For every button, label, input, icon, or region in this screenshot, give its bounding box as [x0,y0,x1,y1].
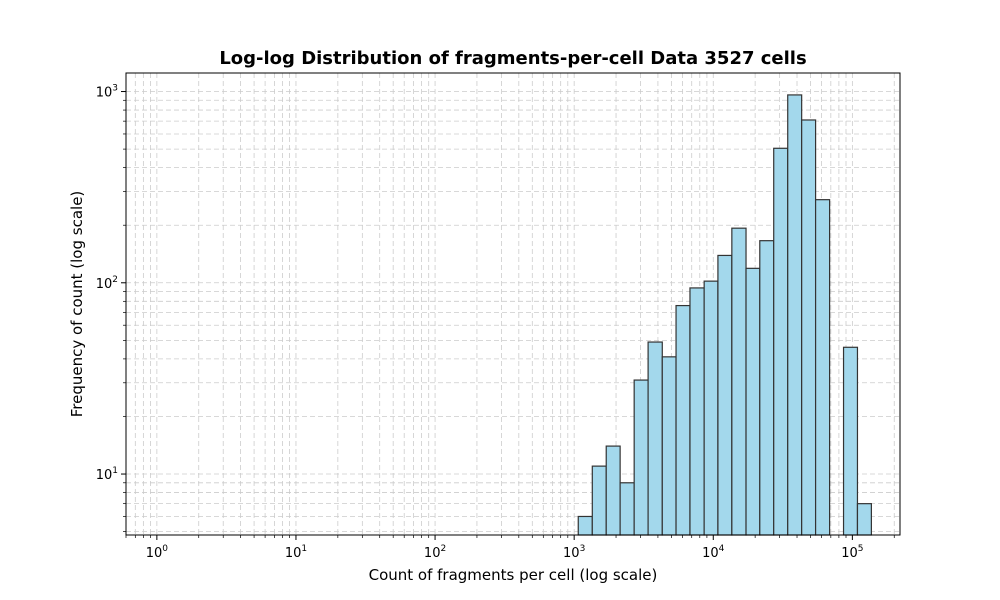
y-axis-label: Frequency of count (log scale) [68,191,86,418]
histogram-bar [814,199,831,536]
x-tick-label: 103 [563,544,585,561]
histogram-bars [577,94,872,536]
histogram-bar [717,254,733,536]
histogram-bar [773,147,789,536]
x-tick-label: 100 [146,544,169,561]
histogram-bar [577,515,593,536]
histogram-bar [731,227,747,536]
histogram-bar [689,287,705,536]
histogram-bar [661,356,677,536]
x-tick-label: 102 [424,544,446,561]
histogram-bar [647,341,663,536]
x-tick-label: 105 [841,544,863,561]
plot-area-frame [125,72,901,536]
x-tick-label: 104 [702,544,725,561]
x-tick-label: 101 [285,544,307,561]
histogram-bar [633,379,649,536]
histogram-bar [591,465,607,536]
histogram-bar [619,482,635,536]
histogram-bar [675,304,691,536]
histogram-bar [801,119,817,536]
histogram-bar [856,503,872,536]
histogram-bar [703,280,719,536]
axis-ticks: 100 101 102 103 104 105 101 102 103 [96,84,895,561]
histogram-bar [787,94,803,536]
y-tick-label: 103 [96,84,118,101]
histogram-bar [759,240,775,536]
y-tick-label: 102 [96,275,118,292]
histogram-bar [842,346,859,536]
y-tick-label: 101 [96,466,118,483]
histogram-bar [745,267,761,536]
chart-title: Log-log Distribution of fragments-per-ce… [219,48,806,69]
histogram-bar [605,445,621,536]
x-axis-label: Count of fragments per cell (log scale) [369,566,658,584]
